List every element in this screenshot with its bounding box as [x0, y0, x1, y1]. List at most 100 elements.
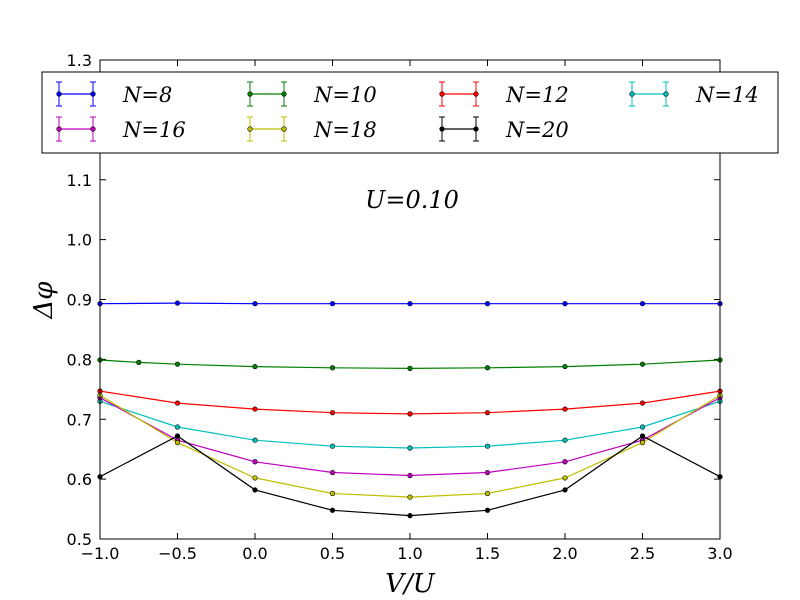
legend-marker [439, 126, 445, 132]
data-point [484, 443, 491, 449]
legend-entry: N=12 [439, 81, 569, 107]
data-point [484, 301, 491, 307]
legend-label: N=8 [122, 83, 172, 107]
data-point [174, 361, 181, 367]
x-tick-label: 0.5 [320, 544, 345, 563]
x-tick-label: −0.5 [158, 544, 197, 563]
legend-marker [629, 91, 635, 97]
legend-marker [281, 126, 287, 132]
legend-label: N=14 [695, 83, 759, 107]
data-point [639, 361, 646, 367]
data-point [252, 487, 258, 493]
data-point [407, 494, 413, 500]
data-point [484, 469, 491, 476]
legend-label: N=18 [313, 118, 377, 142]
data-point [407, 472, 413, 479]
data-point [639, 433, 646, 439]
x-tick-label: 1.5 [475, 544, 500, 563]
data-point [252, 301, 258, 307]
y-tick-label: 0.9 [67, 291, 92, 310]
data-point [562, 406, 568, 412]
legend-marker [90, 126, 96, 132]
data-point [639, 440, 646, 446]
y-tick-label: 1.1 [67, 171, 92, 190]
data-point [329, 490, 336, 497]
data-point [639, 400, 646, 406]
legend-entry: N=20 [439, 116, 569, 142]
legend-entry: N=16 [56, 116, 186, 142]
data-point [252, 406, 258, 412]
legend-entry: N=10 [247, 81, 377, 107]
legend-entry: N=18 [247, 116, 377, 142]
legend-frame [41, 71, 779, 154]
data-point [252, 363, 258, 370]
y-tick-label: 0.5 [67, 530, 92, 549]
y-tick-label: 1.0 [67, 231, 92, 250]
y-tick-label: 0.7 [67, 410, 92, 429]
legend-marker [56, 126, 62, 132]
data-point [136, 359, 142, 365]
data-point [407, 513, 413, 519]
data-point [329, 365, 336, 371]
legend-marker [90, 91, 96, 97]
legend-marker [247, 126, 253, 132]
data-point [562, 487, 568, 493]
data-point [174, 300, 181, 306]
data-point [252, 459, 258, 465]
data-point [252, 475, 258, 481]
legend-marker [281, 91, 287, 97]
x-axis-label: V/U [385, 569, 436, 599]
data-point [562, 459, 568, 465]
data-point [252, 437, 258, 443]
legend-entry: N=14 [629, 81, 759, 107]
y-tick-label: 0.8 [67, 350, 92, 369]
legend-marker [439, 91, 445, 97]
legend-entry: N=8 [56, 81, 172, 107]
data-point [562, 363, 568, 370]
data-point [174, 433, 181, 439]
data-point [639, 301, 646, 307]
legend-label: N=16 [122, 118, 186, 142]
legend: N=8 N=10 N=12 N=14 N=16 N=18 N=20 [41, 71, 779, 154]
data-point [484, 507, 491, 513]
x-tick-label: 1.0 [397, 544, 422, 563]
legend-marker [247, 91, 253, 97]
data-point [407, 411, 413, 417]
x-tick-label: 2.0 [552, 544, 577, 563]
data-point [407, 301, 413, 307]
legend-marker [473, 91, 479, 97]
legend-marker [473, 126, 479, 132]
data-point [639, 424, 646, 430]
legend-marker [663, 91, 669, 97]
legend-marker [56, 91, 62, 97]
y-tick-label: 1.3 [67, 51, 92, 70]
data-point [407, 365, 413, 371]
data-point [329, 410, 336, 416]
y-tick-label: 0.6 [67, 470, 92, 489]
series-line [99, 359, 721, 370]
data-point [174, 424, 181, 430]
data-point [329, 507, 336, 513]
data-point [484, 490, 491, 497]
data-point [407, 445, 413, 451]
x-tick-label: 2.5 [630, 544, 655, 563]
x-tick-label: −1.0 [81, 544, 120, 563]
plot-frame [99, 59, 721, 540]
data-point [174, 440, 181, 446]
data-point [562, 437, 568, 443]
data-point [484, 410, 491, 416]
data-point [562, 475, 568, 481]
data-point [484, 365, 491, 371]
data-point [329, 301, 336, 307]
data-point [329, 469, 336, 476]
data-point [329, 443, 336, 449]
legend-label: N=10 [313, 83, 377, 107]
legend-label: N=20 [505, 118, 569, 142]
series-1 [97, 357, 723, 371]
series-6 [97, 433, 723, 519]
legend-label: N=12 [505, 83, 569, 107]
x-tick-label: 0.0 [242, 544, 267, 563]
x-tick-label: 3.0 [707, 544, 732, 563]
series-0 [97, 300, 723, 307]
